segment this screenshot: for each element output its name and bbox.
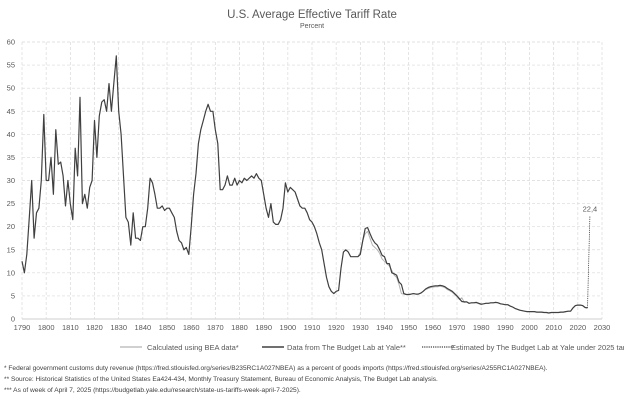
- x-tick-label: 1980: [473, 323, 490, 332]
- x-tick-label: 1830: [110, 323, 127, 332]
- x-tick-label: 1820: [86, 323, 103, 332]
- x-tick-label: 1900: [279, 323, 296, 332]
- y-tick-label: 60: [7, 38, 15, 47]
- x-tick-label: 1930: [352, 323, 369, 332]
- series-lines: [21, 55, 591, 314]
- y-tick-label: 40: [7, 130, 15, 139]
- x-tick-label: 2030: [594, 323, 611, 332]
- legend-label: Data from The Budget Lab at Yale**: [287, 343, 406, 352]
- x-tick-label: 1910: [304, 323, 321, 332]
- legend: Calculated using BEA data* Data from The …: [120, 343, 624, 352]
- x-tick-label: 2010: [545, 323, 562, 332]
- x-tick-label: 2020: [569, 323, 586, 332]
- footnote-2: ** Source: Historical Statistics of the …: [4, 376, 438, 383]
- x-tick-label: 1920: [328, 323, 345, 332]
- x-tick-label: 1800: [38, 323, 55, 332]
- series-line-1: [357, 230, 588, 314]
- y-tick-label: 5: [11, 291, 15, 300]
- x-tick-label: 1960: [424, 323, 441, 332]
- x-tick-label: 2000: [521, 323, 538, 332]
- chart-subtitle: Percent: [300, 23, 324, 30]
- chart-title: U.S. Average Effective Tariff Rate: [227, 9, 397, 21]
- x-tick-label: 1870: [207, 323, 224, 332]
- x-tick-label: 1990: [497, 323, 514, 332]
- y-tick-label: 35: [7, 153, 15, 162]
- grid: [21, 41, 603, 320]
- y-tick-label: 10: [7, 268, 15, 277]
- x-axis: 1790 1800 1810 1820 1830 1840 1850 1860 1870 1880…: [14, 323, 611, 332]
- x-tick-label: 1850: [159, 323, 176, 332]
- x-tick-label: 1890: [255, 323, 272, 332]
- y-tick-label: 30: [7, 176, 15, 185]
- annotations: 22,4: [583, 205, 598, 214]
- y-tick-label: 25: [7, 199, 15, 208]
- x-tick-label: 1790: [14, 323, 31, 332]
- x-tick-label: 1950: [400, 323, 417, 332]
- y-tick-label: 45: [7, 107, 15, 116]
- legend-label: Calculated using BEA data*: [147, 343, 239, 352]
- footnote-1: * Federal government customs duty revenu…: [4, 365, 548, 372]
- x-tick-label: 1840: [134, 323, 151, 332]
- y-tick-label: 50: [7, 84, 15, 93]
- x-tick-label: 1940: [376, 323, 393, 332]
- y-tick-label: 0: [11, 315, 15, 324]
- y-tick-label: 20: [7, 222, 15, 231]
- footnote-3: *** As of week of April 7, 2025 (https:/…: [4, 387, 301, 394]
- x-tick-label: 1810: [62, 323, 79, 332]
- y-tick-label: 55: [7, 61, 15, 70]
- x-tick-label: 1860: [183, 323, 200, 332]
- series-line-3: [587, 215, 591, 308]
- legend-label: Estimated by The Budget Lab at Yale unde…: [451, 343, 624, 352]
- series-line-2: [21, 55, 588, 314]
- data-label: 22,4: [583, 205, 598, 214]
- x-tick-label: 1880: [231, 323, 248, 332]
- y-axis: 0 5 10 15 20 25 30 35 40 45 50 55 60: [7, 38, 15, 324]
- y-tick-label: 15: [7, 245, 15, 254]
- x-tick-label: 1970: [449, 323, 466, 332]
